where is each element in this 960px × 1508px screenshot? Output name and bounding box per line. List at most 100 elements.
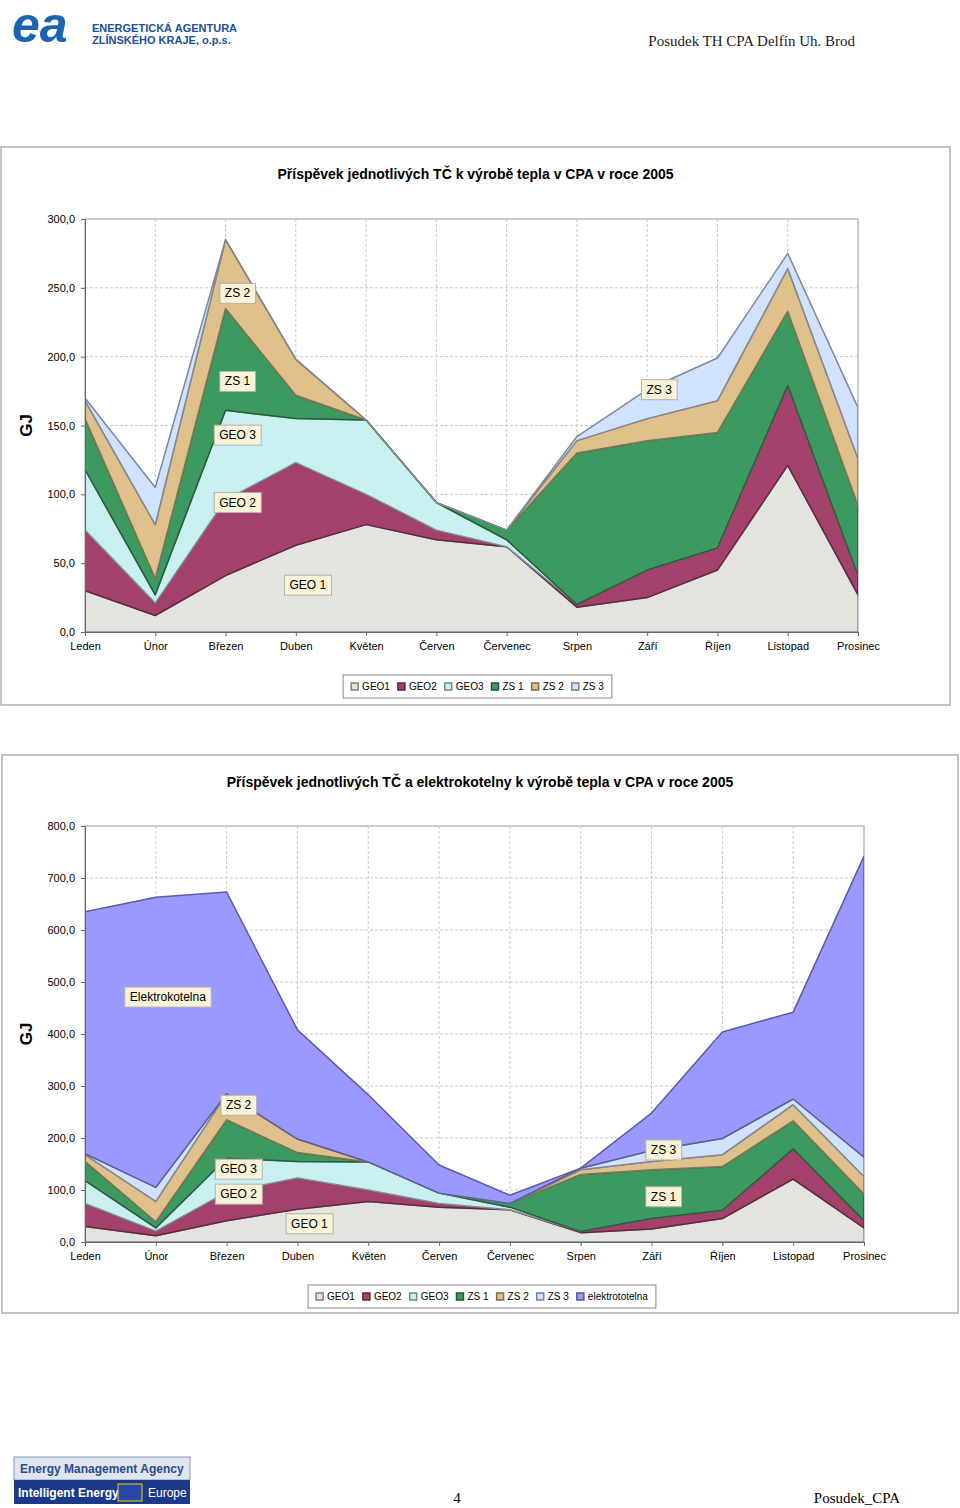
legend-box bbox=[308, 1285, 656, 1308]
annotation: ZS 2 bbox=[221, 1095, 257, 1115]
tick-mark bbox=[81, 1242, 85, 1243]
tick: Březen bbox=[210, 1242, 245, 1262]
tick: Červenec bbox=[484, 632, 532, 652]
tick-label: Srpen bbox=[567, 1250, 596, 1262]
tick-label: 600,0 bbox=[47, 924, 75, 936]
tick-label: Únor bbox=[144, 1250, 168, 1262]
annotation-text: ZS 3 bbox=[651, 1143, 677, 1157]
tick-label: 500,0 bbox=[47, 976, 75, 988]
tick-label: 200,0 bbox=[47, 1132, 75, 1144]
footer-right: Posudek_CPA bbox=[814, 1490, 900, 1506]
annotation-box bbox=[215, 1184, 262, 1204]
annotation: ZS 3 bbox=[642, 380, 678, 400]
page-number: 4 bbox=[453, 1490, 461, 1506]
tick-label: 400,0 bbox=[47, 1028, 75, 1040]
legend-swatch bbox=[363, 1293, 370, 1300]
tick-mark bbox=[227, 1242, 228, 1246]
annotation-box bbox=[214, 493, 261, 513]
tick-mark bbox=[507, 632, 508, 636]
agency-line: ZLÍNSKÉHO KRAJE, o.p.s. bbox=[92, 34, 231, 46]
annotation: ZS 1 bbox=[220, 371, 256, 391]
tick-mark bbox=[155, 632, 156, 636]
tick: Prosinec bbox=[843, 1242, 886, 1262]
tick-mark bbox=[858, 632, 859, 636]
tick: 300,0 bbox=[47, 213, 85, 225]
legend-swatch bbox=[572, 683, 579, 690]
tick-mark bbox=[81, 878, 85, 879]
legend-swatch bbox=[537, 1293, 544, 1300]
tick-mark bbox=[366, 632, 367, 636]
tick-label: Listopad bbox=[767, 640, 809, 652]
annotation-text: GEO 3 bbox=[219, 428, 256, 442]
tick-mark bbox=[81, 1034, 85, 1035]
legend-item: GEO3 bbox=[410, 1291, 449, 1302]
tick-mark bbox=[81, 426, 85, 427]
annotation-box bbox=[284, 575, 331, 595]
y-axis: 0,050,0100,0150,0200,0250,0300,0 bbox=[47, 213, 85, 638]
tick: 200,0 bbox=[47, 351, 85, 363]
grid-line bbox=[85, 219, 858, 220]
tick-mark bbox=[296, 632, 297, 636]
tick-label: Červen bbox=[422, 1250, 457, 1262]
tick: Prosinec bbox=[837, 632, 880, 652]
tick-mark bbox=[81, 357, 85, 358]
axis-line bbox=[86, 1243, 865, 1247]
x-axis: LedenÚnorBřezenDubenKvětenČervenČervenec… bbox=[70, 632, 880, 652]
legend-item: GEO3 bbox=[445, 681, 484, 692]
legend-item: ZS 3 bbox=[572, 681, 605, 692]
legend-swatch bbox=[577, 1293, 584, 1300]
tick: 100,0 bbox=[47, 1184, 85, 1196]
tick-mark bbox=[436, 632, 437, 636]
annotation: GEO 1 bbox=[286, 1214, 333, 1234]
axis-line bbox=[86, 633, 859, 637]
legend-label: ZS 1 bbox=[503, 681, 525, 692]
grid-line bbox=[85, 287, 858, 288]
tick-mark bbox=[788, 632, 789, 636]
tick-label: Listopad bbox=[773, 1250, 815, 1262]
tick-label: 100,0 bbox=[47, 1184, 75, 1196]
legend-box bbox=[343, 675, 612, 698]
plot-marks bbox=[85, 856, 864, 1242]
annotation-box bbox=[646, 1140, 682, 1160]
annotation: ZS 1 bbox=[646, 1187, 682, 1207]
tick-label: Březen bbox=[210, 1250, 245, 1262]
tick-mark bbox=[439, 1242, 440, 1246]
legend-label: GEO2 bbox=[374, 1291, 402, 1302]
legend-swatch bbox=[410, 1293, 417, 1300]
plot-area bbox=[85, 219, 858, 632]
tick-mark bbox=[581, 1242, 582, 1246]
tick: 700,0 bbox=[47, 872, 85, 884]
logo: ea bbox=[12, 0, 68, 53]
tick-label: Červenec bbox=[487, 1250, 535, 1262]
tick-mark bbox=[864, 1242, 865, 1246]
tick: Březen bbox=[209, 632, 244, 652]
legend: GEO1GEO2GEO3ZS 1ZS 2ZS 3 bbox=[343, 675, 612, 698]
axis-title: GJ bbox=[17, 414, 36, 437]
tick: 50,0 bbox=[54, 557, 85, 569]
tick-mark bbox=[652, 1242, 653, 1246]
x-axis: LedenÚnorBřezenDubenKvětenČervenČervenec… bbox=[70, 1242, 886, 1262]
tick-label: Duben bbox=[280, 640, 312, 652]
legend-label: GEO2 bbox=[409, 681, 437, 692]
annotation-box bbox=[215, 1159, 262, 1179]
annotation-box bbox=[214, 425, 261, 445]
tick-label: Září bbox=[642, 1250, 662, 1262]
chart: Příspěvek jednotlivých TČ a elektrokotel… bbox=[2, 755, 958, 1313]
plot-marks bbox=[85, 240, 858, 632]
tick-label: Červenec bbox=[484, 640, 532, 652]
annotation: ZS 2 bbox=[220, 283, 256, 303]
legend-item: ZS 3 bbox=[537, 1291, 570, 1302]
tick-mark bbox=[226, 632, 227, 636]
annotation-text: ZS 2 bbox=[225, 286, 251, 300]
y-axis: 0,0100,0200,0300,0400,0500,0600,0700,080… bbox=[47, 820, 85, 1248]
footer-logo-text: Energy Management Agency bbox=[20, 1462, 184, 1476]
tick-label: Srpen bbox=[563, 640, 592, 652]
tick: Duben bbox=[280, 632, 312, 652]
legend-item: ZS 2 bbox=[532, 681, 565, 692]
grid-line bbox=[509, 826, 510, 1242]
tick-label: 0,0 bbox=[60, 1236, 75, 1248]
legend-swatch bbox=[445, 683, 452, 690]
annotation: GEO 3 bbox=[214, 425, 261, 445]
tick: 300,0 bbox=[47, 1080, 85, 1092]
legend-label: ZS 1 bbox=[467, 1291, 489, 1302]
